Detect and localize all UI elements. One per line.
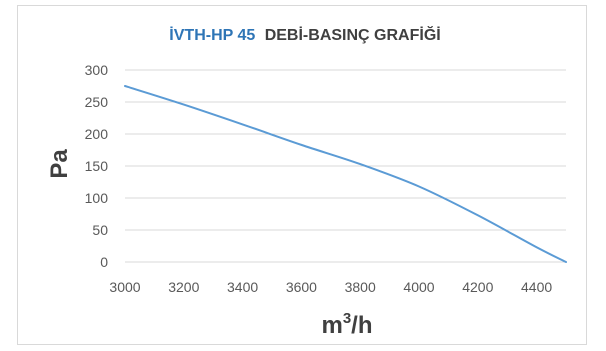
x-axis-title: m3/h (321, 310, 372, 339)
x-tick-labels: 3000 3200 3400 3600 3800 4000 4200 4400 (109, 279, 552, 295)
x-axis-title-base: m (321, 312, 342, 339)
x-tick-label: 3800 (345, 279, 376, 295)
y-tick-label: 0 (100, 254, 108, 270)
x-tick-label: 3400 (227, 279, 258, 295)
x-tick-label: 4200 (462, 279, 493, 295)
x-axis-title-tail: /h (351, 312, 372, 339)
x-tick-label: 4000 (403, 279, 434, 295)
chart-title-highlight: İVTH-HP 45 (169, 26, 255, 44)
chart-title-rest: DEBİ-BASINÇ GRAFİĞİ (265, 25, 441, 44)
series-line-0 (124, 85, 567, 263)
series-layer (124, 85, 567, 263)
y-tick-label: 250 (85, 94, 109, 110)
y-tick-label: 100 (85, 190, 109, 206)
y-axis-title: Pa (46, 149, 73, 179)
x-tick-label: 3200 (168, 279, 199, 295)
x-axis-title-sup: 3 (343, 310, 351, 327)
grid-lines (125, 69, 566, 263)
y-tick-label: 300 (85, 62, 109, 78)
y-tick-label: 50 (92, 222, 108, 238)
x-tick-label: 3000 (109, 279, 140, 295)
chart-area (17, 5, 587, 345)
chart-title: İVTH-HP 45 DEBİ-BASINÇ GRAFİĞİ (169, 25, 440, 44)
y-tick-label: 200 (85, 126, 109, 142)
y-tick-labels: 300 250 200 150 100 50 0 (85, 62, 109, 270)
y-tick-label: 150 (85, 158, 109, 174)
x-tick-label: 4400 (521, 279, 552, 295)
x-tick-label: 3600 (286, 279, 317, 295)
